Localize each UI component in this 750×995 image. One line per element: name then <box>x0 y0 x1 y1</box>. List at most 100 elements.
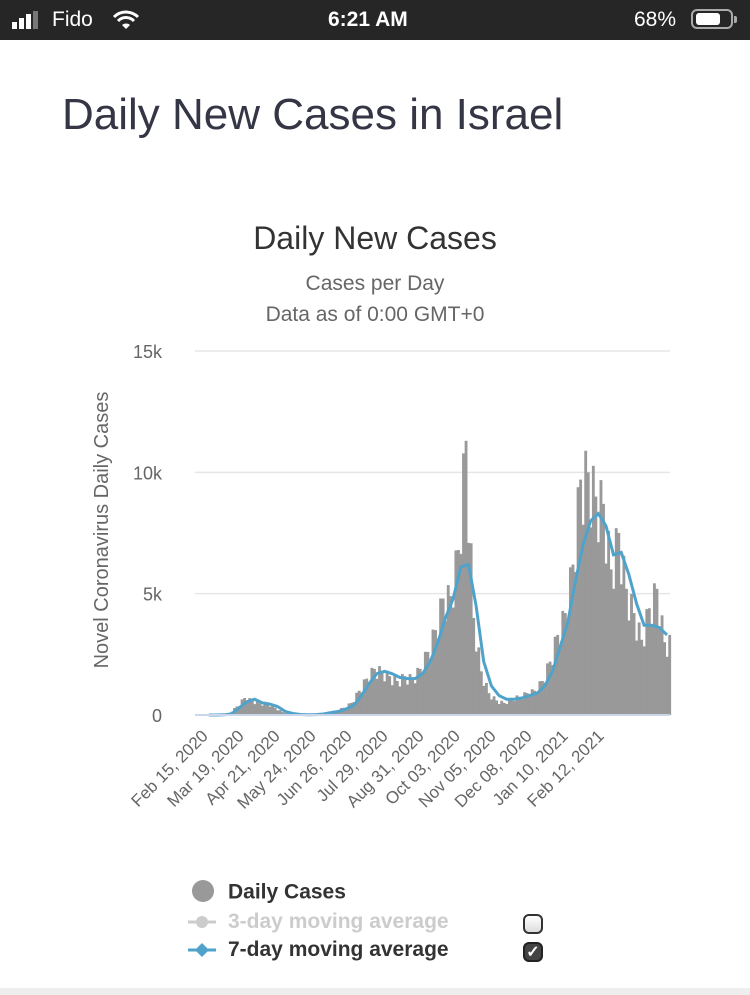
bar <box>551 665 555 715</box>
bar <box>268 706 272 715</box>
bar <box>462 453 465 715</box>
bar <box>449 596 453 715</box>
chart-subtitle: Cases per Day <box>305 272 445 295</box>
bar <box>630 593 633 715</box>
bar <box>668 634 672 715</box>
bar <box>436 638 440 715</box>
bar <box>380 671 384 715</box>
bar <box>434 630 437 715</box>
bar <box>451 607 455 715</box>
bar <box>653 583 656 715</box>
bar <box>261 705 264 715</box>
bar <box>538 681 542 715</box>
bar <box>655 588 659 715</box>
bar <box>563 613 567 715</box>
bar <box>609 569 613 715</box>
bar <box>253 704 257 715</box>
bar <box>495 700 499 715</box>
bar <box>561 610 565 715</box>
bar <box>637 622 641 715</box>
bar <box>345 707 348 715</box>
bar <box>569 567 572 715</box>
bar <box>614 528 618 715</box>
chart-subtitle-date: Data as of 0:00 GMT+0 <box>265 303 485 326</box>
3-day-average-checkbox[interactable] <box>523 914 543 934</box>
bar <box>625 588 628 715</box>
y-tick-label: 10k <box>133 463 163 483</box>
legend-item-3-day-average[interactable]: 3-day moving average <box>188 910 449 934</box>
bar <box>597 542 600 715</box>
bar <box>281 712 285 715</box>
bar <box>342 707 346 715</box>
bar <box>413 683 417 715</box>
bar <box>429 658 432 715</box>
bar <box>487 693 491 715</box>
bar <box>258 703 262 715</box>
bar <box>250 700 254 715</box>
bar <box>541 681 544 715</box>
bar <box>482 685 486 715</box>
bar <box>535 692 539 715</box>
bar <box>579 479 583 715</box>
bar <box>431 629 435 715</box>
bar <box>566 620 570 715</box>
bar <box>459 553 463 715</box>
bar <box>255 701 259 715</box>
bar <box>238 705 241 715</box>
bar <box>571 564 575 715</box>
clock: 6:21 AM <box>328 8 408 31</box>
page-title: Daily New Cases in Israel <box>62 90 564 139</box>
bar <box>530 689 534 715</box>
bar <box>642 646 646 715</box>
legend-label: Daily Cases <box>228 880 346 904</box>
bar <box>370 667 374 715</box>
bar <box>245 702 249 715</box>
bar <box>500 700 504 715</box>
bar <box>479 671 483 715</box>
line-marker-icon <box>188 916 216 929</box>
bar <box>505 703 509 715</box>
bar <box>464 440 468 715</box>
bar <box>658 628 661 715</box>
bar <box>474 651 478 715</box>
bar <box>518 696 521 715</box>
bar <box>248 698 252 715</box>
bar <box>373 668 376 715</box>
circle-icon <box>192 880 214 902</box>
bar <box>594 496 598 715</box>
bar <box>627 620 631 715</box>
legend-label: 3-day moving average <box>228 910 449 933</box>
bar <box>457 549 460 715</box>
bar <box>647 608 651 715</box>
bar <box>599 480 603 715</box>
bar <box>263 701 267 715</box>
legend-item-daily-cases[interactable]: Daily Cases <box>188 880 346 906</box>
y-tick-label: 5k <box>143 585 163 605</box>
bar <box>418 668 422 715</box>
chart-title: Daily New Cases <box>253 220 497 256</box>
bar <box>446 585 450 715</box>
bar <box>502 702 506 715</box>
bar <box>485 682 488 715</box>
7-day-average-checkbox[interactable]: ✓ <box>523 942 543 962</box>
bar <box>365 678 369 715</box>
series-line-7-day-average <box>208 511 669 717</box>
bar <box>393 675 397 715</box>
y-tick-label: 0 <box>152 706 162 726</box>
status-bar: Fido 6:21 AM 68% <box>0 0 750 40</box>
bar <box>528 696 532 715</box>
bar <box>278 710 282 715</box>
bar <box>663 642 667 715</box>
legend-item-7-day-average[interactable]: 7-day moving average <box>188 938 449 962</box>
bar <box>558 645 562 715</box>
bar <box>640 639 644 715</box>
bar <box>523 692 527 715</box>
bar <box>515 695 519 715</box>
bar <box>533 690 537 715</box>
bar <box>467 542 471 715</box>
bar <box>525 693 529 715</box>
bar <box>375 678 379 715</box>
bar <box>439 598 443 715</box>
bar <box>660 615 664 715</box>
